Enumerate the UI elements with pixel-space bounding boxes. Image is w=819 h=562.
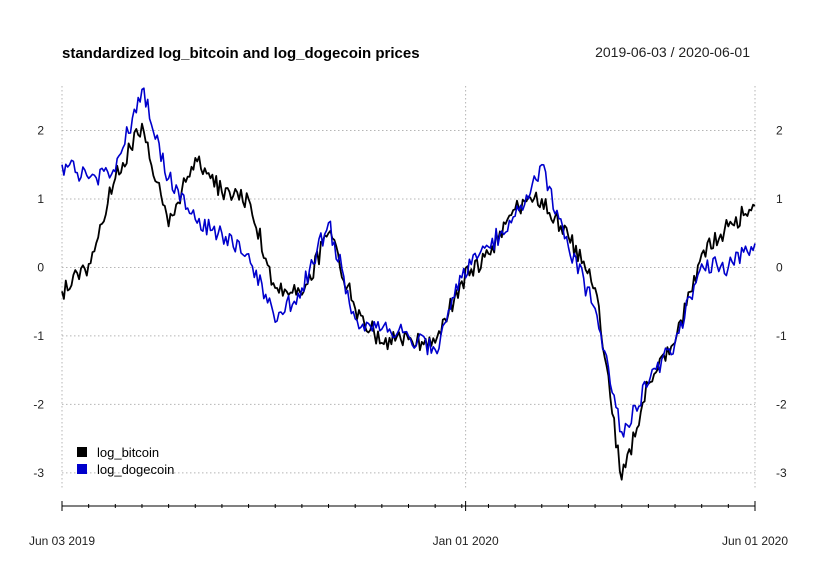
x-tick-label: Jan 01 2020	[433, 534, 499, 548]
legend-swatch-log-dogecoin	[77, 464, 87, 474]
y-tick-label-left: 1	[37, 192, 44, 206]
date-range-label: 2019-06-03 / 2020-06-01	[595, 44, 750, 60]
legend-swatch-log-bitcoin	[77, 447, 87, 457]
y-tick-label-left: -3	[33, 466, 44, 480]
legend-label-log-bitcoin: log_bitcoin	[97, 445, 159, 460]
series-line-log-bitcoin	[61, 122, 756, 481]
axes: -3 -3 -2 -2 -1 -1 0 0 1 1 2 2 Jun 03 2019 Jan 01 2020…	[29, 124, 788, 548]
y-tick-label-right: -1	[776, 329, 787, 343]
legend: log_bitcoin log_dogecoin	[77, 445, 174, 477]
y-tick-label-right: -3	[776, 466, 787, 480]
y-tick-label-left: -1	[33, 329, 44, 343]
y-tick-label-right: -2	[776, 397, 787, 411]
y-tick-label-right: 0	[776, 260, 783, 274]
y-tick-label-right: 2	[776, 124, 783, 138]
chart-title: standardized log_bitcoin and log_dogecoi…	[62, 45, 420, 62]
legend-label-log-dogecoin: log_dogecoin	[97, 462, 174, 477]
x-tick-label: Jun 03 2019	[29, 534, 95, 548]
y-tick-label-left: 0	[37, 260, 44, 274]
x-tick-label: Jun 01 2020	[722, 534, 788, 548]
y-tick-label-left: -2	[33, 397, 44, 411]
series-line-log-dogecoin	[61, 87, 756, 438]
series-lines	[61, 87, 756, 481]
y-tick-label-left: 2	[37, 124, 44, 138]
y-tick-label-right: 1	[776, 192, 783, 206]
grid	[61, 86, 756, 490]
